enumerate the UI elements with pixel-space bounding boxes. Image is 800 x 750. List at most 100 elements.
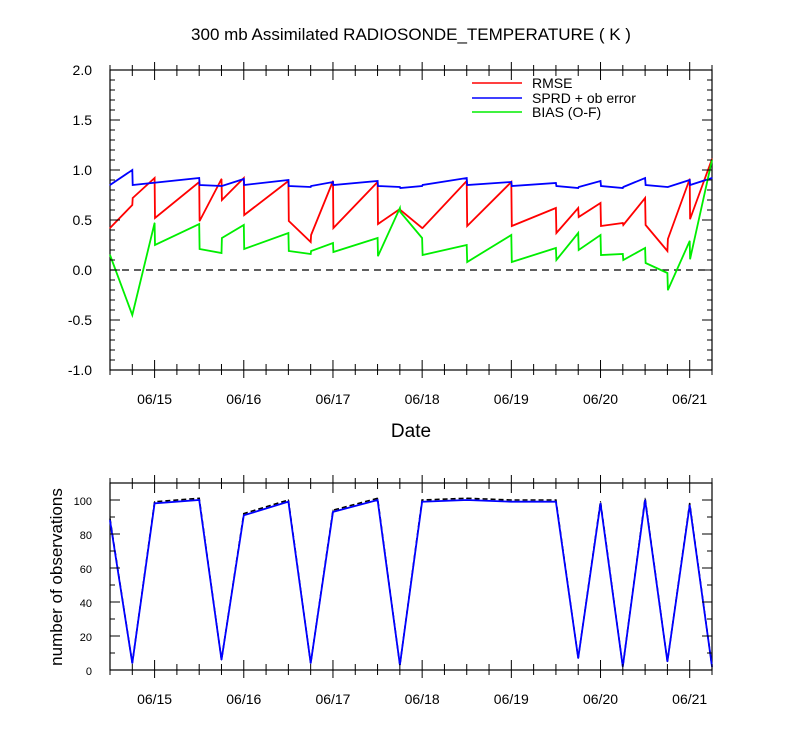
series-bias-o-f--point bbox=[131, 314, 133, 316]
series-sprd-ob-error-point bbox=[288, 185, 290, 187]
series-sprd-ob-error-point bbox=[600, 185, 602, 187]
obs-series-assimilated-point bbox=[577, 657, 579, 659]
series-bias-o-f--point bbox=[220, 252, 223, 254]
obs-series-assimilated-point bbox=[154, 502, 156, 504]
top-y-tick-label: 0.5 bbox=[73, 212, 93, 228]
series-bias-o-f--point bbox=[555, 259, 558, 261]
series-bias-o-f--point bbox=[622, 253, 624, 255]
series-bias-o-f--point bbox=[154, 244, 156, 246]
series-bias-o-f--point bbox=[622, 259, 624, 261]
series-bias-o-f--point bbox=[645, 262, 647, 264]
obs-series-total-point bbox=[377, 497, 379, 499]
series-bias-o-f--point bbox=[199, 248, 201, 250]
series-sprd-ob-error-point bbox=[466, 177, 468, 179]
series-bias-o-f--point bbox=[198, 223, 200, 225]
obs-series-assimilated-point bbox=[287, 501, 289, 503]
series-sprd-ob-error-point bbox=[578, 186, 580, 188]
series-sprd-ob-error-point bbox=[332, 184, 334, 186]
series-rmse-point bbox=[154, 177, 156, 179]
series-rmse-point bbox=[689, 218, 691, 220]
series-bias-o-f--point bbox=[466, 244, 468, 246]
series-sprd-ob-error-point bbox=[711, 177, 713, 179]
series-rmse-point bbox=[666, 250, 669, 252]
series-sprd-ob-error-point bbox=[689, 184, 691, 186]
series-rmse-point bbox=[600, 225, 602, 227]
series-sprd-ob-error-point bbox=[243, 184, 245, 186]
top-x-tick-label: 06/19 bbox=[494, 391, 529, 407]
series-bias-o-f--point bbox=[310, 253, 312, 255]
series-bias-o-f--point bbox=[600, 254, 602, 256]
y-axis-label-observations: number of observations bbox=[47, 488, 66, 666]
series-bias-o-f--point bbox=[644, 247, 646, 249]
bottom-y-tick-label: 80 bbox=[80, 530, 92, 542]
series-rmse-point bbox=[667, 238, 669, 240]
obs-series-total-point bbox=[510, 499, 512, 501]
bottom-y-tick-label: 20 bbox=[80, 632, 92, 644]
bottom-ticks bbox=[109, 475, 713, 678]
series-rmse-point bbox=[131, 204, 133, 206]
obs-series-total-point bbox=[689, 502, 691, 504]
obs-series-assimilated bbox=[109, 498, 713, 667]
series-sprd-ob-error-point bbox=[199, 184, 201, 186]
obs-series-total-point bbox=[287, 499, 289, 501]
series-rmse-point bbox=[555, 232, 558, 234]
obs-series-assimilated-point bbox=[109, 519, 111, 522]
series-sprd-ob-error-point bbox=[622, 186, 624, 188]
legend-bias-label: BIAS (O-F) bbox=[532, 104, 601, 120]
bottom-x-tick-label: 06/18 bbox=[405, 691, 440, 707]
top-ticks bbox=[109, 62, 713, 378]
series-bias-o-f--point bbox=[689, 258, 691, 260]
series-rmse-point bbox=[511, 225, 513, 227]
obs-series-total-point bbox=[109, 518, 111, 520]
top-x-tick-label: 06/21 bbox=[672, 391, 707, 407]
obs-series-assimilated-point bbox=[131, 662, 133, 664]
bottom-x-tick-label: 06/16 bbox=[226, 691, 261, 707]
series-sprd-ob-error bbox=[109, 168, 713, 189]
series-sprd-ob-error-point bbox=[332, 181, 334, 183]
top-series bbox=[109, 158, 713, 319]
series-sprd-ob-error-point bbox=[466, 184, 468, 186]
obs-series-assimilated-point bbox=[198, 499, 200, 501]
series-bias-o-f--point bbox=[332, 251, 334, 253]
legend-rmse-label: RMSE bbox=[532, 75, 572, 91]
obs-series-total-point bbox=[644, 497, 646, 499]
obs-series-assimilated-point bbox=[689, 504, 691, 506]
series-rmse-point bbox=[154, 217, 156, 219]
series-sprd-ob-error-point bbox=[198, 177, 200, 179]
bottom-y-tick-label: 60 bbox=[80, 564, 92, 576]
series-bias-o-f--point bbox=[243, 224, 245, 226]
series-bias-o-f--point bbox=[310, 250, 312, 252]
obs-series-assimilated-point bbox=[377, 499, 379, 501]
series-rmse-point bbox=[310, 241, 312, 243]
series-sprd-ob-error-point bbox=[287, 179, 289, 181]
series-rmse-point bbox=[199, 220, 201, 222]
series-bias-o-f--point bbox=[332, 242, 334, 244]
obs-series-total-point bbox=[421, 499, 423, 501]
obs-series-assimilated-point bbox=[466, 499, 468, 501]
top-y-tick-label: 1.5 bbox=[73, 112, 93, 128]
series-rmse-point bbox=[221, 199, 223, 201]
bottom-x-tick-label: 06/21 bbox=[672, 691, 707, 707]
obs-series-assimilated-point bbox=[644, 499, 646, 501]
obs-series-total-point bbox=[555, 499, 557, 501]
series-bias-o-f--point bbox=[555, 247, 557, 249]
top-y-tick-label: -0.5 bbox=[68, 312, 92, 328]
obs-series-total-point bbox=[466, 497, 468, 499]
series-sprd-ob-error-point bbox=[599, 180, 602, 182]
series-rmse-point bbox=[599, 202, 602, 204]
series-sprd-ob-error-point bbox=[310, 186, 312, 188]
series-rmse-point bbox=[220, 178, 223, 180]
series-bias-o-f--point bbox=[510, 234, 512, 236]
obs-series-assimilated-point bbox=[421, 501, 423, 503]
series-sprd-ob-error-point bbox=[399, 186, 401, 188]
series-sprd-ob-error-point bbox=[511, 185, 513, 187]
series-bias-o-f--point bbox=[287, 232, 289, 234]
series-bias-o-f--point bbox=[466, 261, 468, 263]
series-rmse-point bbox=[109, 227, 111, 229]
chart-title: 300 mb Assimilated RADIOSONDE_TEMPERATUR… bbox=[191, 25, 631, 44]
series-rmse-point bbox=[332, 227, 334, 229]
series-bias-o-f--point bbox=[399, 211, 401, 213]
series-sprd-ob-error-point bbox=[555, 182, 557, 184]
bottom-series bbox=[109, 482, 713, 671]
top-x-tick-label: 06/17 bbox=[315, 391, 350, 407]
